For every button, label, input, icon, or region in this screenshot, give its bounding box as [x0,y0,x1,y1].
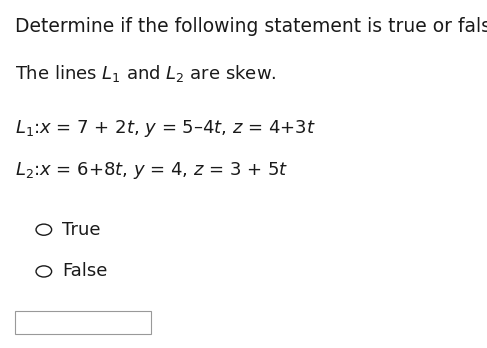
Text: The lines $L_1$ and $L_2$ are skew.: The lines $L_1$ and $L_2$ are skew. [15,63,276,84]
Text: $L_1$:$x$ = 7 + 2$t$, $y$ = 5–4$t$, $z$ = 4+3$t$: $L_1$:$x$ = 7 + 2$t$, $y$ = 5–4$t$, $z$ … [15,118,316,139]
FancyBboxPatch shape [15,311,151,334]
Text: Determine if the following statement is true or false.: Determine if the following statement is … [15,17,487,37]
Text: True: True [62,221,101,239]
Text: $L_2$:$x$ = 6+8$t$, $y$ = 4, $z$ = 3 + 5$t$: $L_2$:$x$ = 6+8$t$, $y$ = 4, $z$ = 3 + 5… [15,160,288,181]
Text: False: False [62,262,108,280]
